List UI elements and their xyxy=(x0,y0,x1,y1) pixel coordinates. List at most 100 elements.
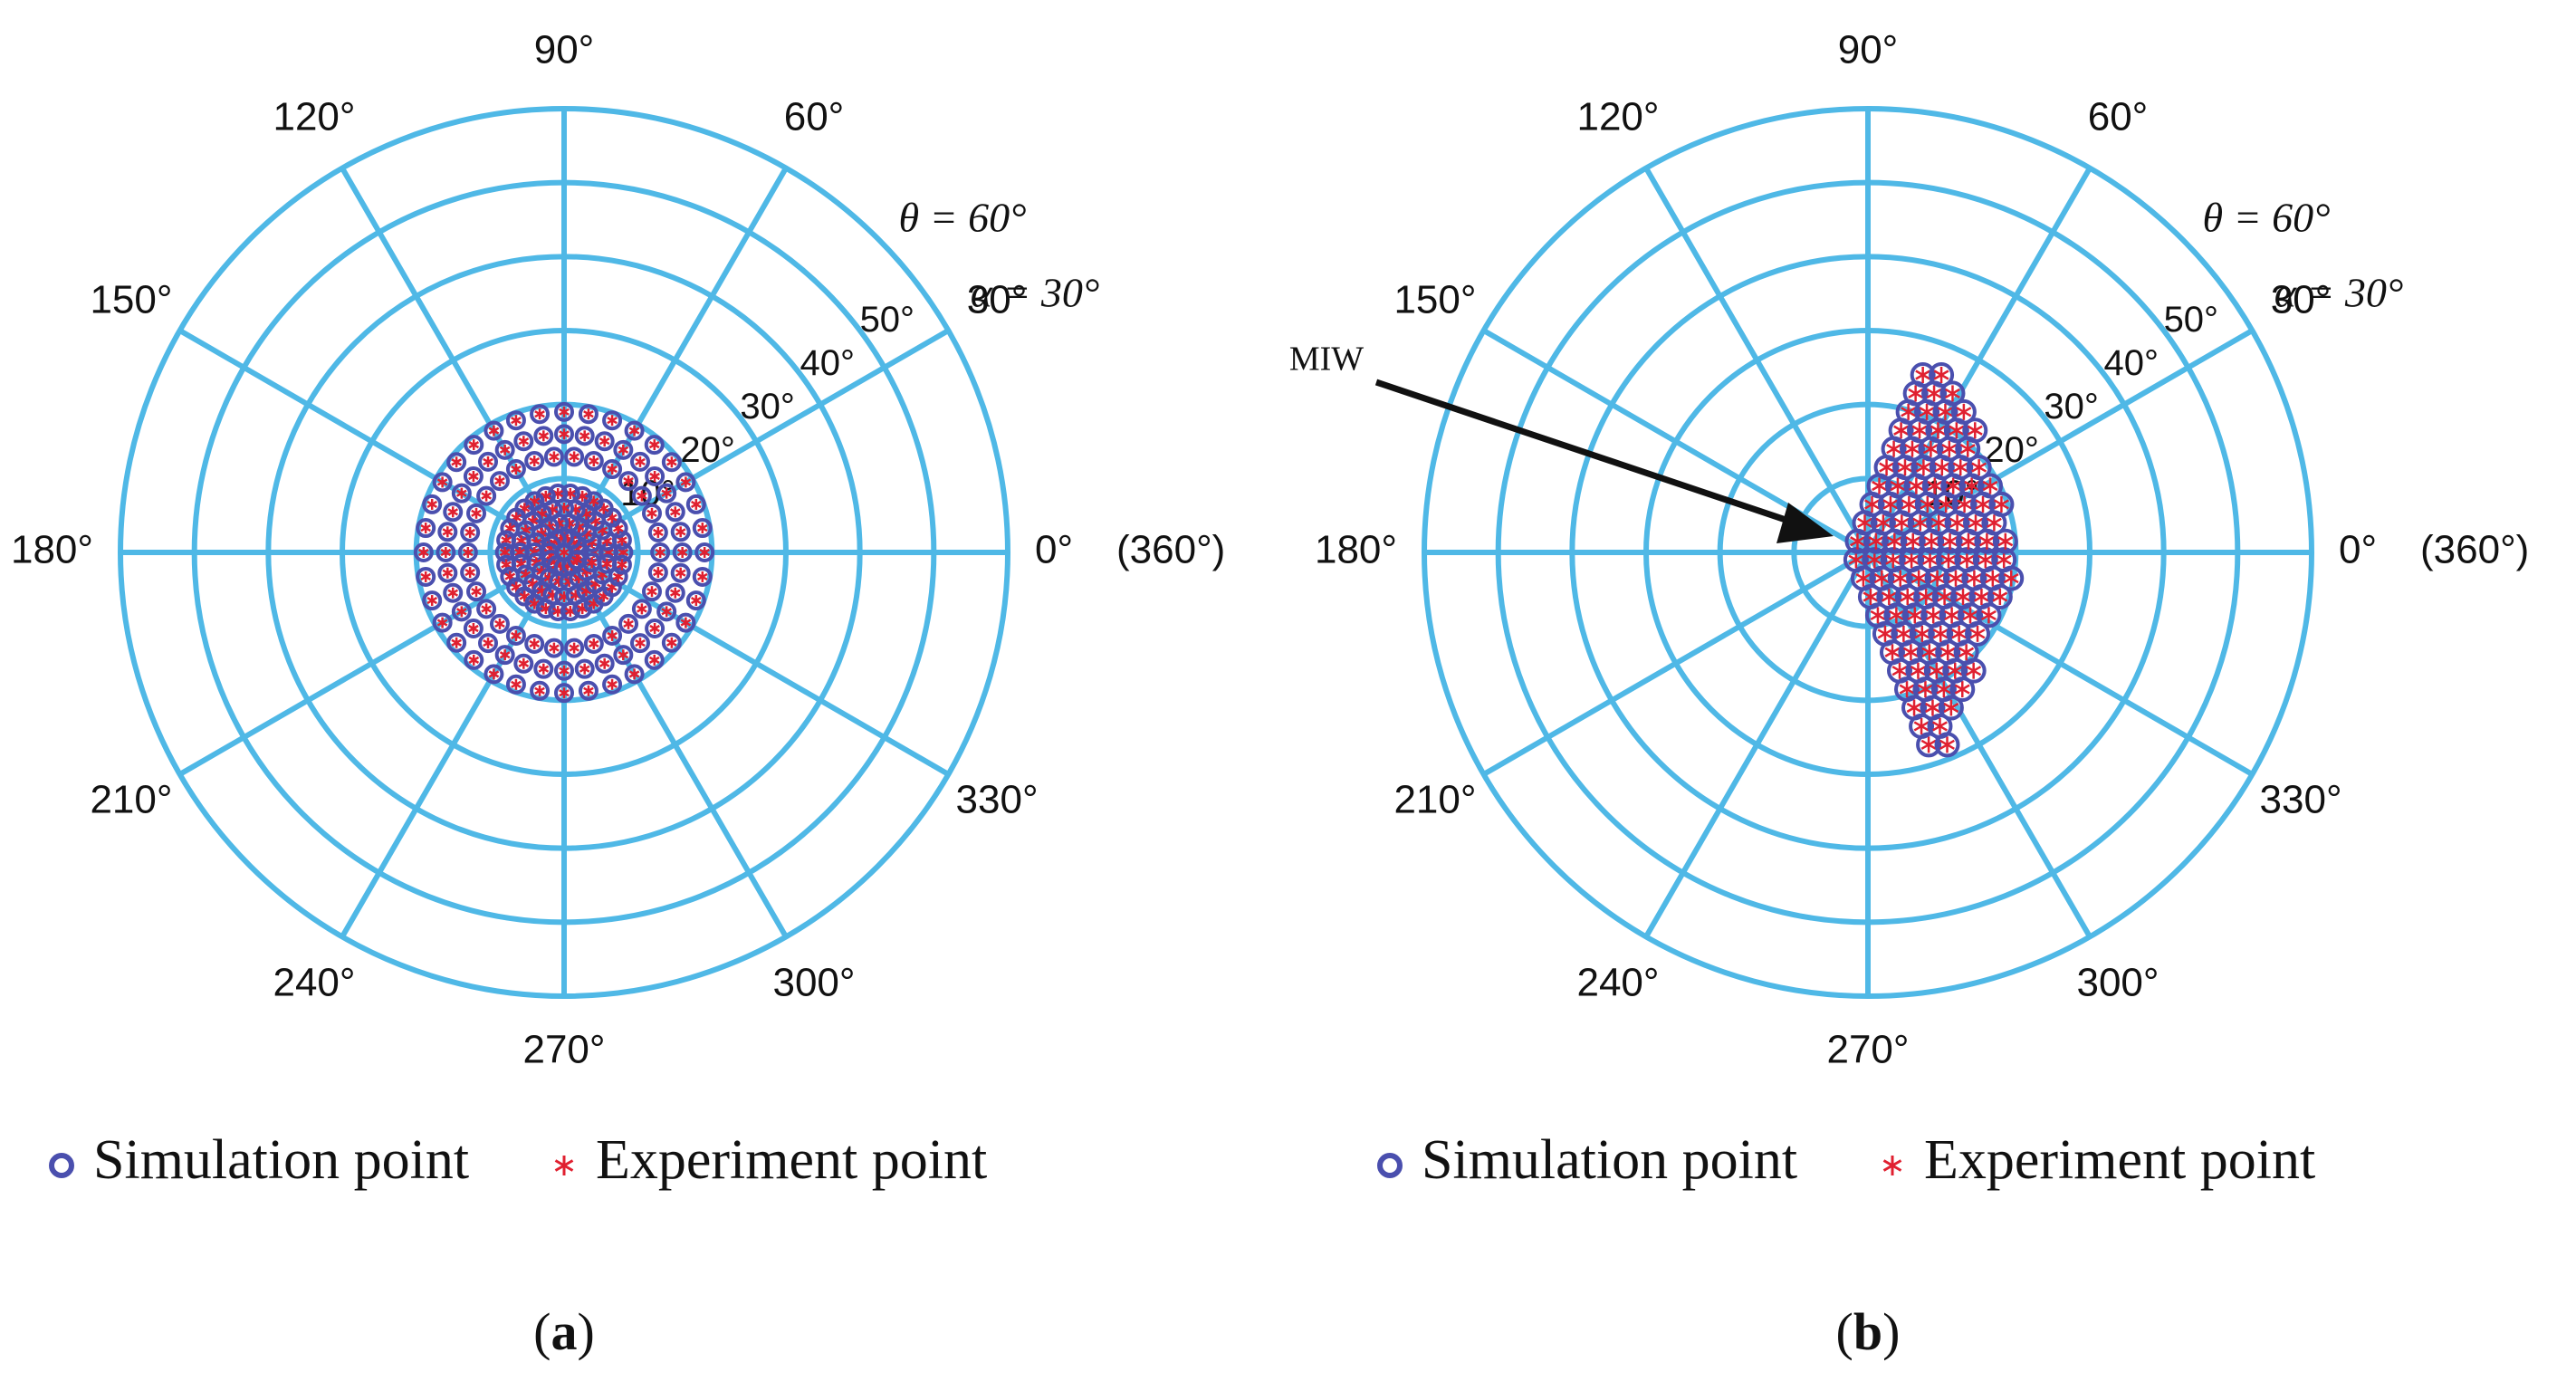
simulation-point xyxy=(484,664,504,685)
experiment-point xyxy=(471,586,482,598)
simulation-point xyxy=(466,581,487,602)
simulation-point xyxy=(641,503,662,523)
simulation-point xyxy=(672,542,693,562)
experiment-point-stroke xyxy=(589,580,601,588)
experiment-point-stroke xyxy=(1920,499,1936,510)
experiment-point xyxy=(1955,589,1971,605)
experiment-point-stroke xyxy=(447,508,459,516)
experiment-point-stroke xyxy=(618,548,629,557)
angle-tick-label: 270° xyxy=(1826,1028,1909,1072)
experiment-point-stroke xyxy=(511,465,522,474)
experiment-point xyxy=(420,571,432,582)
experiment-point xyxy=(1952,459,1968,476)
miw-arrow-head xyxy=(1776,503,1834,543)
experiment-point xyxy=(464,567,475,579)
experiment-point xyxy=(456,487,467,499)
grid-spoke xyxy=(562,550,950,777)
experiment-point-stroke xyxy=(529,497,541,505)
experiment-point xyxy=(618,649,629,661)
grid-spoke xyxy=(1643,167,1871,554)
experiment-point xyxy=(1888,607,1904,624)
simulation-point xyxy=(1966,455,1992,481)
experiment-point-stroke xyxy=(666,458,677,466)
legend-label-simulation: Simulation point xyxy=(1422,1129,1797,1191)
experiment-point xyxy=(1982,477,1998,494)
experiment-point xyxy=(1900,589,1916,605)
experiment-point xyxy=(661,606,672,618)
simulation-point xyxy=(505,674,526,695)
simulation-point xyxy=(554,401,574,422)
experiment-point-stroke xyxy=(1994,499,2009,510)
experiment-point xyxy=(1907,607,1923,624)
experiment-point-stroke xyxy=(597,571,608,579)
experiment-point xyxy=(1870,607,1886,624)
experiment-point-stroke xyxy=(1906,702,1922,714)
annotation-theta: θ = 60° xyxy=(2202,195,2330,241)
experiment-point-stroke xyxy=(481,605,492,613)
simulation-point xyxy=(533,426,554,446)
simulation-point xyxy=(1939,380,1966,407)
experiment-point xyxy=(1925,699,1940,716)
experiment-point-stroke xyxy=(1872,480,1887,492)
angle-tick-label: 330° xyxy=(956,778,1039,822)
experiment-point xyxy=(1893,422,1910,439)
experiment-point xyxy=(1930,514,1947,532)
experiment-point xyxy=(468,654,480,666)
experiment-point-stroke xyxy=(661,489,672,497)
experiment-point xyxy=(1958,644,1975,661)
experiment-point-stroke xyxy=(1911,425,1928,436)
simulation-point xyxy=(670,562,691,583)
simulation-point xyxy=(602,674,623,695)
simulation-point xyxy=(460,562,481,583)
experiment-point-stroke xyxy=(1903,554,1920,565)
experiment-point xyxy=(1932,625,1949,642)
simulation-point xyxy=(1991,547,2017,573)
experiment-point xyxy=(1962,607,1978,624)
experiment-point-stroke xyxy=(653,568,664,577)
grid-spoke xyxy=(1643,551,1871,938)
experiment-point xyxy=(481,490,492,502)
experiment-point-stroke xyxy=(1949,517,1966,528)
experiment-point-stroke xyxy=(1922,444,1939,455)
experiment-point xyxy=(661,487,672,499)
experiment-point-stroke xyxy=(1866,554,1882,565)
experiment-point xyxy=(488,425,500,436)
experiment-point-stroke xyxy=(511,631,522,640)
simulation-point xyxy=(629,633,650,654)
simulation-point xyxy=(618,471,639,492)
simulation-point xyxy=(446,452,467,473)
angle-tick-label: 240° xyxy=(1576,961,1659,1005)
experiment-point xyxy=(1948,570,1964,587)
experiment-point-stroke xyxy=(440,548,452,557)
experiment-point-stroke xyxy=(696,572,708,581)
experiment-point xyxy=(1938,403,1953,420)
simulation-point xyxy=(618,613,639,634)
experiment-point-stroke xyxy=(442,528,454,536)
experiment-point-stroke xyxy=(488,670,500,678)
simulation-point xyxy=(647,562,668,583)
experiment-point-stroke xyxy=(1886,536,1902,547)
simulation-point xyxy=(443,582,464,603)
experiment-point-stroke xyxy=(1986,517,2002,528)
experiment-point xyxy=(488,668,500,680)
experiment-point-stroke xyxy=(1848,554,1864,565)
experiment-point-stroke xyxy=(1938,499,1954,510)
experiment-point-stroke xyxy=(483,639,493,648)
legend-marker-stroke xyxy=(554,1159,574,1172)
experiment-point-stroke xyxy=(1899,684,1915,695)
simulation-point xyxy=(583,491,604,512)
experiment-point xyxy=(1872,477,1887,494)
simulation-point xyxy=(631,485,652,506)
data-points-a xyxy=(413,401,715,704)
experiment-point-stroke xyxy=(1926,388,1942,398)
experiment-point-stroke xyxy=(436,619,448,627)
simulation-point xyxy=(645,466,666,487)
experiment-point xyxy=(607,415,618,427)
simulation-point xyxy=(1992,528,2018,554)
angle-tick-label: 120° xyxy=(273,95,355,139)
simulation-point xyxy=(613,542,634,562)
experiment-point-stroke xyxy=(579,665,590,673)
experiment-point-stroke xyxy=(1893,517,1910,528)
experiment-point-stroke xyxy=(565,607,576,616)
simulation-point xyxy=(554,683,574,704)
